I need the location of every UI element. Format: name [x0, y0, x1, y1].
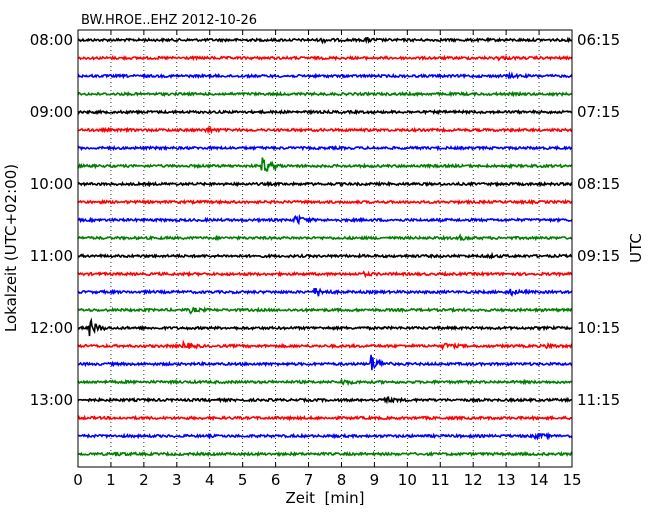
x-tick-label: 4: [205, 471, 215, 489]
x-tick-label: 0: [73, 471, 83, 489]
y-axis-right: 06:15 07:15 08:15 09:15 10:15 11:15: [567, 31, 620, 409]
y-tick-label-right: 06:15: [577, 31, 620, 49]
trace-group: [77, 36, 573, 458]
y-tick-label-left: 10:00: [30, 175, 73, 193]
x-tick-label: 3: [172, 471, 182, 489]
x-tick-label: 7: [304, 471, 314, 489]
x-axis-label: Zeit [min]: [285, 489, 364, 507]
trace-line: [77, 270, 573, 279]
x-tick-label: 8: [337, 471, 347, 489]
trace-line: [77, 354, 573, 371]
trace-line: [77, 144, 573, 152]
x-tick-label: 12: [464, 471, 483, 489]
trace-line: [77, 90, 573, 98]
trace-line: [77, 180, 573, 188]
plot-frame: [77, 29, 573, 468]
trace-line: [77, 71, 573, 80]
y-tick-label-left: 08:00: [30, 31, 73, 49]
x-tick-label: 1: [106, 471, 116, 489]
y-tick-label-left: 09:00: [30, 103, 73, 121]
y-tick-label-right: 08:15: [577, 175, 620, 193]
y-tick-label-right: 11:15: [577, 391, 620, 409]
x-tick-label: 9: [370, 471, 380, 489]
y-axis-label-left: Lokalzeit (UTC+02:00): [2, 164, 20, 332]
trace-line: [77, 157, 573, 172]
y-axis-label-right: UTC: [627, 233, 645, 263]
trace-line: [77, 317, 573, 337]
x-tick-label: 10: [398, 471, 417, 489]
trace-line: [77, 414, 573, 422]
trace-line: [77, 54, 573, 62]
trace-line: [77, 378, 573, 387]
x-tick-label: 13: [497, 471, 516, 489]
trace-line: [77, 450, 573, 458]
trace-line: [77, 108, 573, 116]
y-tick-label-right: 07:15: [577, 103, 620, 121]
trace-line: [77, 251, 573, 260]
trace-line: [77, 396, 573, 405]
x-tick-label: 11: [431, 471, 450, 489]
grid-lines: [110, 30, 540, 467]
y-axis-left: 08:00 09:00 10:00 11:00 12:00 13:00: [30, 31, 83, 409]
x-tick-label: 5: [238, 471, 248, 489]
x-tick-label: 2: [139, 471, 149, 489]
trace-line: [77, 233, 573, 242]
y-tick-label-right: 10:15: [577, 319, 620, 337]
trace-line: [77, 339, 573, 351]
y-tick-label-left: 12:00: [30, 319, 73, 337]
x-axis: 0 1 2 3 4 5 6 7 8 9 10 11 12 13 14 15: [73, 30, 582, 489]
x-tick-label: 15: [562, 471, 581, 489]
trace-line: [77, 36, 573, 45]
trace-line: [77, 125, 573, 135]
y-tick-label-right: 09:15: [577, 247, 620, 265]
y-tick-label-left: 11:00: [30, 247, 73, 265]
x-tick-label: 6: [271, 471, 281, 489]
chart-title: BW.HROE..EHZ 2012-10-26: [81, 13, 257, 28]
trace-line: [77, 431, 573, 441]
y-tick-label-left: 13:00: [30, 391, 73, 409]
trace-line: [77, 306, 573, 315]
trace-line: [77, 198, 573, 206]
x-tick-label: 14: [530, 471, 549, 489]
trace-line: [77, 213, 573, 226]
trace-line: [77, 287, 573, 298]
